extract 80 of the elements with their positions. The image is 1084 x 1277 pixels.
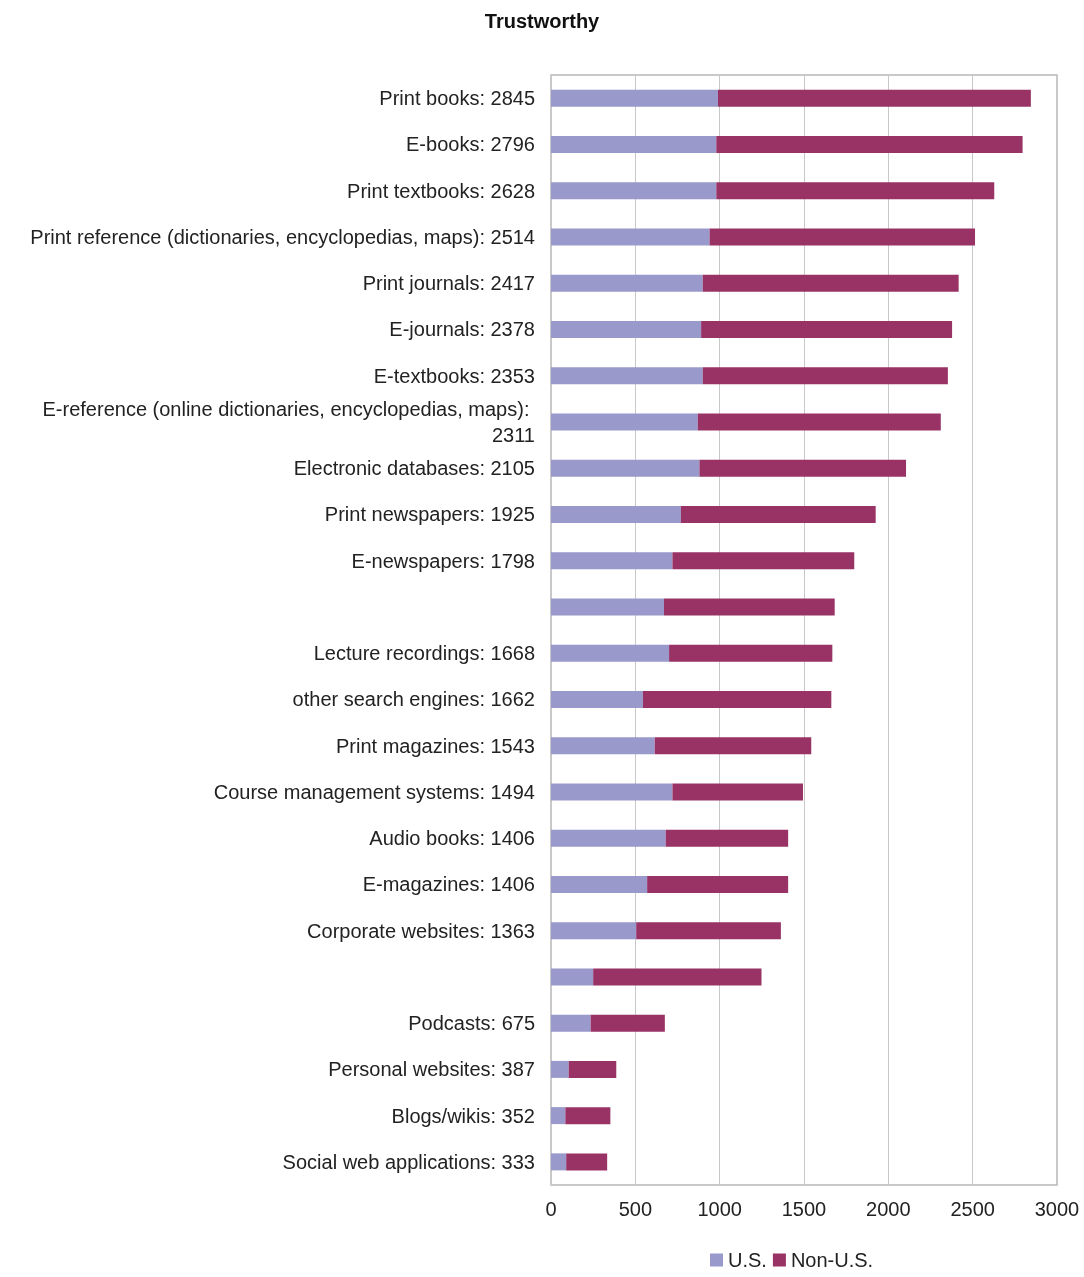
bar (709, 228, 976, 246)
y-tick-label: Audio books: 1406 (369, 827, 535, 850)
y-tick-label: Electronic databases: 2105 (293, 457, 535, 480)
y-tick-label: E-books: 2796 (406, 133, 535, 156)
x-tick-label: 1000 (697, 1198, 742, 1220)
bar (642, 690, 832, 708)
bar (593, 968, 762, 986)
bar (551, 922, 637, 940)
bar (551, 829, 666, 847)
bar (551, 459, 700, 477)
y-tick-label: Social web applications: 333 (282, 1150, 535, 1173)
bar (551, 135, 717, 153)
bar (551, 320, 702, 338)
bar (654, 737, 812, 755)
x-tick-label: 2500 (950, 1198, 995, 1220)
bar (551, 228, 710, 246)
bar (702, 274, 959, 292)
y-tick-label: Podcasts: 675 (408, 1012, 535, 1035)
y-tick-label: Print textbooks: 2628 (347, 179, 535, 202)
bar (551, 783, 673, 801)
bar (669, 644, 833, 662)
bar (565, 1107, 611, 1125)
y-tick-label: E-magazines: 1406 (362, 873, 535, 896)
y-tick-label: Corporate websites: 1363 (307, 919, 535, 942)
y-tick-label: E-reference (online dictionaries, encyclopedias, maps): 2311 (42, 397, 535, 446)
bar (702, 367, 948, 385)
bar (636, 922, 781, 940)
x-tick-label: 3000 (1034, 1198, 1080, 1220)
bar (672, 552, 855, 570)
chart-title: Trustworthy (484, 10, 601, 32)
bar (568, 1060, 617, 1078)
bar (590, 1014, 665, 1032)
bar (551, 367, 703, 385)
bar (716, 182, 995, 200)
y-tick-label: Course management systems: 1494 (213, 780, 535, 803)
bar (551, 505, 681, 523)
y-tick-label: E-journals: 2378 (389, 318, 535, 341)
bar (672, 783, 803, 801)
y-tick-label: E-textbooks: 2353 (373, 364, 535, 387)
bar (680, 505, 876, 523)
bar (551, 968, 594, 986)
y-tick-label: Lecture recordings: 1668 (313, 642, 535, 665)
y-tick-label: Print newspapers: 1925 (324, 503, 535, 526)
y-tick-label: Personal websites: 387 (328, 1058, 535, 1081)
y-tick-label: Blogs/wikis: 352 (391, 1104, 535, 1127)
bar (566, 1153, 608, 1171)
bar (664, 598, 835, 616)
bar (717, 89, 1031, 107)
y-tick-label: E-newspapers: 1798 (351, 549, 535, 572)
bar (551, 737, 655, 755)
bar (697, 413, 941, 431)
bar (551, 1107, 566, 1125)
bar (551, 1014, 591, 1032)
bar (551, 644, 670, 662)
y-tick-label: other search engines: 1662 (292, 688, 535, 711)
x-tick-label: 2000 (866, 1198, 911, 1220)
bar (551, 598, 665, 616)
y-tick-label: Print journals: 2417 (362, 272, 535, 295)
y-tick-label: Print magazines: 1543 (335, 734, 535, 757)
bar (551, 690, 643, 708)
bar (551, 274, 703, 292)
bar (551, 89, 718, 107)
bar (551, 413, 698, 431)
x-tick-label: 500 (618, 1198, 653, 1220)
bar (551, 182, 717, 200)
bar (551, 875, 648, 893)
bar (551, 552, 673, 570)
y-tick-label: Print reference (dictionaries, encyclopedias, maps): 2514 (30, 225, 535, 248)
legend-label: Non-U.S. (790, 1249, 874, 1271)
legend-label: U.S. (728, 1249, 767, 1271)
y-tick-label: Print books: 2845 (379, 87, 535, 110)
bar (716, 135, 1023, 153)
bar (647, 875, 789, 893)
bar (551, 1060, 569, 1078)
bar (551, 1153, 567, 1171)
bar (665, 829, 789, 847)
x-tick-label: 0 (545, 1198, 557, 1220)
bar (701, 320, 953, 338)
bar (699, 459, 907, 477)
x-tick-label: 1500 (781, 1198, 827, 1220)
